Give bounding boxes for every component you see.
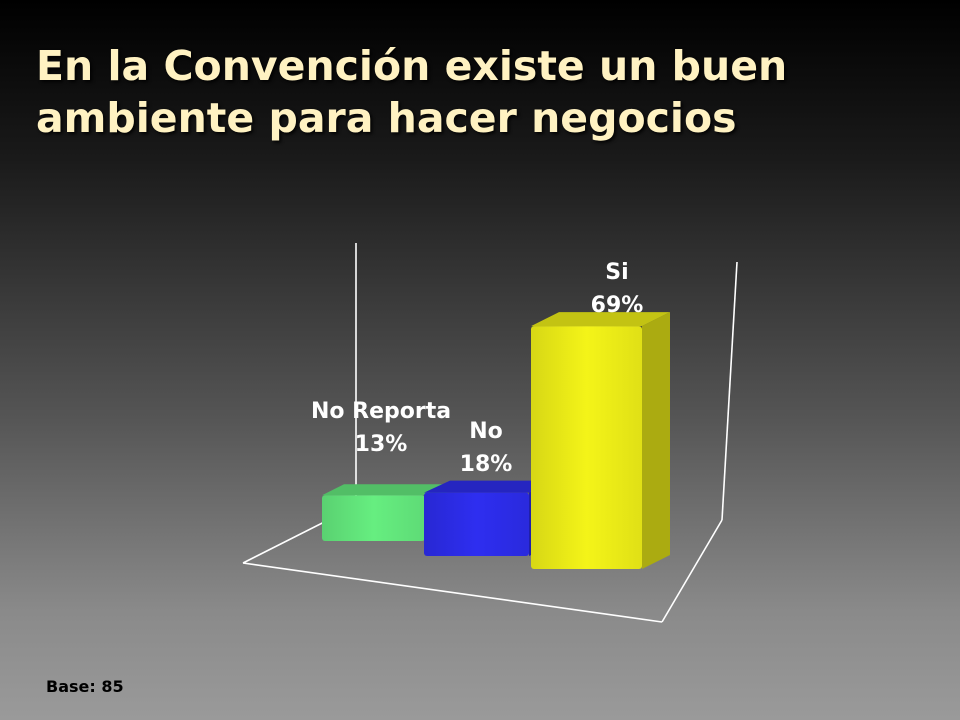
data-label-no-category: No xyxy=(469,419,503,444)
data-labels: No Reporta 13% No 18% Si 69% xyxy=(311,260,643,477)
floor-right-edge xyxy=(661,519,723,623)
bar-no-reporta-top xyxy=(322,484,447,496)
bar-si xyxy=(531,312,670,569)
slide-title-line-2: ambiente para hacer negocios xyxy=(36,94,737,142)
data-label-si-value: 69% xyxy=(591,293,644,318)
data-label-no-reporta-category: No Reporta xyxy=(311,399,451,424)
bar-no-front xyxy=(424,492,529,556)
data-label-no-reporta-value: 13% xyxy=(355,432,408,457)
chart-frame xyxy=(242,243,738,623)
data-label-no-value: 18% xyxy=(460,452,513,477)
bar-si-side xyxy=(642,312,670,569)
floor-front-edge xyxy=(242,562,663,623)
bar-si-front xyxy=(531,326,642,569)
bar-no-top xyxy=(424,480,555,493)
slide-title: En la Convención existe un buen ambiente… xyxy=(36,40,916,144)
bar-no-reporta-front xyxy=(322,495,425,541)
back-right-wall-line xyxy=(721,261,738,521)
base-note: Base: 85 xyxy=(46,677,124,696)
slide-title-line-1: En la Convención existe un buen xyxy=(36,42,788,90)
data-label-si-category: Si xyxy=(605,260,628,285)
bar-si-top xyxy=(531,312,670,327)
bar-series xyxy=(322,312,670,569)
